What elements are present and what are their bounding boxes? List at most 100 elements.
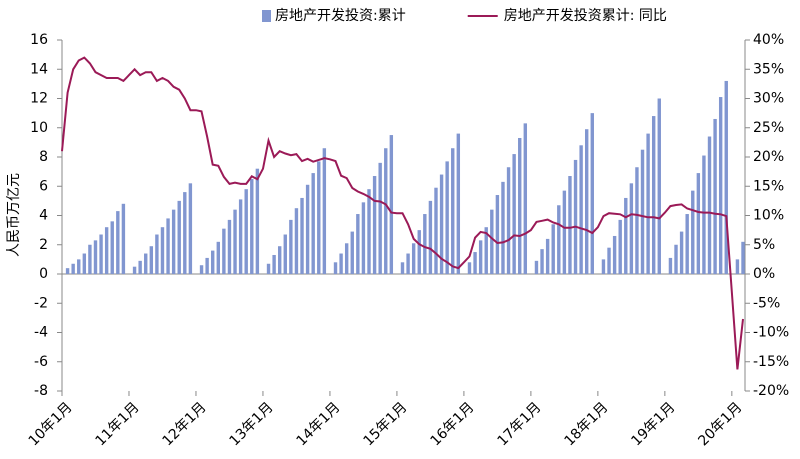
- bar: [691, 190, 695, 274]
- x-tick-label: 13年1月: [227, 399, 277, 449]
- y-tick-label: 16: [30, 32, 48, 48]
- bar: [110, 221, 114, 274]
- bar: [138, 260, 142, 274]
- y-tick-label: -2: [34, 295, 48, 311]
- bar: [629, 183, 634, 274]
- bar: [473, 252, 477, 274]
- bar: [490, 209, 494, 274]
- bar: [160, 227, 165, 274]
- bar: [389, 135, 394, 274]
- y2-tick-label: 20%: [753, 149, 784, 165]
- bar: [478, 240, 483, 274]
- bar: [233, 209, 237, 274]
- bar: [657, 98, 661, 274]
- bar: [400, 262, 405, 274]
- bar: [456, 133, 461, 274]
- x-tick-label: 18年1月: [561, 399, 611, 449]
- y-tick-label: 12: [30, 91, 48, 107]
- bar: [300, 197, 304, 274]
- y-tick-label: -8: [34, 383, 48, 399]
- bar: [501, 181, 505, 274]
- y-tick-label: 6: [39, 178, 48, 194]
- y2-tick-label: -5%: [753, 295, 780, 311]
- bar: [227, 219, 232, 274]
- bar: [612, 235, 617, 274]
- bar: [372, 176, 377, 274]
- y-tick-label: 8: [39, 149, 48, 165]
- bar: [534, 260, 539, 274]
- bar: [283, 234, 287, 274]
- x-tick-label: 10年1月: [26, 399, 76, 449]
- bar: [590, 113, 594, 274]
- x-tick-label: 19年1月: [628, 399, 678, 449]
- bar: [467, 262, 472, 274]
- bar: [277, 246, 282, 274]
- x-tick-label: 12年1月: [160, 399, 210, 449]
- bar: [411, 243, 416, 274]
- bar: [635, 167, 639, 274]
- y2-tick-label: 15%: [753, 178, 784, 194]
- bar: [339, 253, 343, 274]
- legend-swatch: [262, 10, 271, 22]
- y2-tick-label: -10%: [753, 325, 789, 341]
- bar: [99, 234, 103, 274]
- bar: [718, 97, 723, 274]
- bar: [741, 241, 745, 274]
- y2-tick-label: 40%: [753, 32, 784, 48]
- y-tick-label: -6: [34, 354, 48, 370]
- bar: [518, 137, 522, 274]
- bar: [333, 262, 338, 274]
- y2-tick-label: -15%: [753, 354, 789, 370]
- bar: [668, 257, 673, 274]
- bar: [216, 241, 220, 274]
- bar: [378, 162, 382, 274]
- y2-tick-label: 30%: [753, 91, 784, 107]
- bar: [624, 197, 628, 274]
- bar: [356, 214, 360, 274]
- bar: [495, 195, 500, 274]
- bar: [149, 246, 154, 274]
- x-tick-label: 14年1月: [294, 399, 344, 449]
- bar: [685, 214, 689, 274]
- bar: [651, 116, 656, 274]
- bar: [255, 168, 260, 274]
- bar: [266, 263, 271, 274]
- y2-tick-label: 5%: [753, 237, 775, 253]
- y-axis-label: 人民币万亿元: [6, 173, 22, 257]
- bar: [244, 189, 248, 274]
- bar: [428, 200, 433, 274]
- bar: [199, 265, 204, 274]
- bar: [65, 268, 70, 274]
- bar: [350, 231, 354, 274]
- bar: [439, 174, 444, 274]
- bar: [696, 173, 701, 274]
- bar: [523, 123, 528, 274]
- y2-tick-label: -20%: [753, 383, 789, 399]
- bar: [562, 190, 567, 274]
- bar: [423, 214, 427, 274]
- bar: [132, 266, 137, 274]
- bar: [506, 167, 511, 274]
- bar: [406, 253, 410, 274]
- line: [61, 56, 744, 370]
- bar: [88, 244, 92, 274]
- x-tick-label: 16年1月: [427, 399, 477, 449]
- bar: [735, 259, 740, 274]
- bar: [183, 192, 187, 274]
- bar: [618, 219, 622, 274]
- bar: [166, 218, 170, 274]
- bar: [155, 234, 159, 274]
- bar: [646, 133, 650, 274]
- bar: [361, 202, 366, 274]
- bar: [434, 187, 438, 274]
- bar: [557, 205, 561, 274]
- x-tick-label: 17年1月: [494, 399, 544, 449]
- bar: [317, 161, 321, 274]
- bar: [144, 253, 148, 274]
- bar: [540, 249, 544, 274]
- x-tick-label: 20年1月: [695, 399, 745, 449]
- bar: [679, 231, 684, 274]
- bar: [545, 238, 550, 274]
- bar: [674, 244, 678, 274]
